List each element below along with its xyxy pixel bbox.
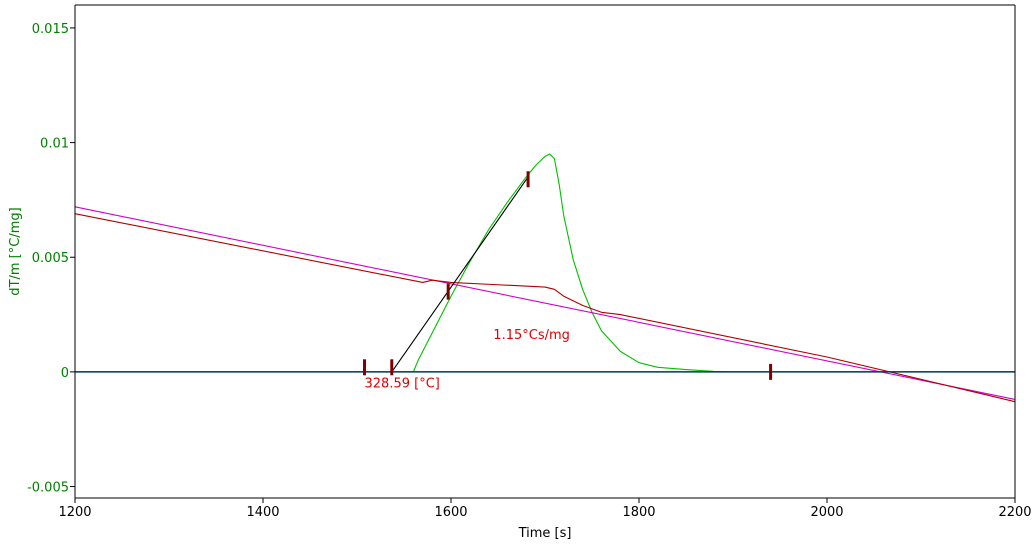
- x-tick-label-5: 2200: [998, 505, 1031, 520]
- y-tick-label-4: 0.015: [32, 22, 69, 37]
- x-axis-label: Time [s]: [518, 526, 572, 541]
- plot-area: [75, 5, 1015, 498]
- series-line-2: [74, 213, 1016, 403]
- series-layer: [74, 153, 1016, 403]
- x-tick-label-2: 1600: [434, 505, 467, 520]
- annotation-1: 328.59 [°C]: [365, 376, 440, 391]
- series-line-0: [75, 153, 1015, 373]
- x-tick-label-0: 1200: [58, 505, 91, 520]
- axes-layer: 1200 1400 1600 1800 2000 2200 -0.005 0 0.005 0.01…: [27, 4, 1032, 520]
- y-axis-label: dT/m [°C/mg]: [8, 207, 23, 295]
- marker-layer: [363, 171, 773, 380]
- x-tick-label-1: 1400: [246, 505, 279, 520]
- series-line-1: [74, 206, 1016, 400]
- y-tick-label-1: 0: [61, 366, 69, 381]
- annotation-0: 1.15°Cs/mg: [493, 328, 570, 343]
- series-line-5: [391, 176, 529, 373]
- x-tick-label-4: 2000: [810, 505, 843, 520]
- plot-background: [75, 5, 1015, 498]
- x-tick-label-3: 1800: [622, 505, 655, 520]
- annotation-layer: 1.15°Cs/mg 328.59 [°C]: [365, 328, 570, 391]
- y-tick-label-2: 0.005: [32, 251, 69, 266]
- y-tick-label-0: -0.005: [27, 481, 69, 496]
- y-tick-label-3: 0.01: [40, 137, 69, 152]
